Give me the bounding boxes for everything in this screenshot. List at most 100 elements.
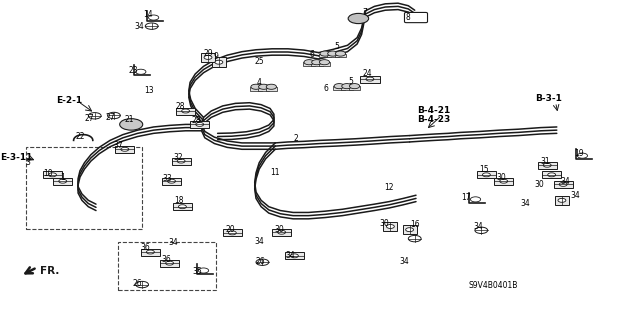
- Text: 12: 12: [384, 183, 393, 192]
- Bar: [173, 203, 192, 210]
- Text: 6: 6: [310, 50, 315, 59]
- Text: 18: 18: [174, 197, 183, 205]
- Bar: [285, 252, 304, 259]
- Text: S9V4B0401B: S9V4B0401B: [468, 281, 518, 290]
- Bar: [160, 260, 179, 267]
- Bar: [26, 147, 142, 229]
- Circle shape: [278, 230, 285, 234]
- Text: 7: 7: [362, 8, 367, 17]
- Circle shape: [291, 254, 298, 258]
- Circle shape: [166, 261, 173, 265]
- Text: 33: 33: [163, 174, 173, 183]
- Text: 9: 9: [214, 52, 219, 61]
- Circle shape: [483, 173, 490, 177]
- Text: 32: 32: [173, 153, 184, 162]
- Text: 3: 3: [26, 158, 31, 167]
- Circle shape: [136, 69, 146, 74]
- Text: 30: 30: [497, 173, 507, 182]
- Circle shape: [108, 112, 120, 119]
- Circle shape: [215, 60, 223, 64]
- Bar: [327, 54, 339, 57]
- Bar: [303, 62, 315, 66]
- Text: 37: 37: [113, 141, 124, 150]
- Text: 34: 34: [134, 22, 145, 31]
- Bar: [349, 86, 360, 90]
- Circle shape: [88, 113, 101, 119]
- Circle shape: [366, 77, 374, 81]
- Text: 5: 5: [348, 77, 353, 86]
- Circle shape: [558, 198, 566, 202]
- Circle shape: [196, 122, 204, 126]
- Text: 14: 14: [143, 10, 154, 19]
- Bar: [311, 62, 323, 66]
- Bar: [53, 178, 72, 185]
- Circle shape: [559, 182, 567, 186]
- Text: 2: 2: [293, 134, 298, 143]
- Text: 26: 26: [132, 279, 143, 288]
- Circle shape: [543, 163, 551, 167]
- Text: 11: 11: [271, 168, 280, 177]
- Text: 8: 8: [405, 13, 410, 22]
- Text: 1: 1: [60, 173, 65, 182]
- Text: 34: 34: [254, 237, 264, 246]
- Bar: [333, 86, 345, 90]
- Text: 30: 30: [274, 225, 284, 234]
- Text: 4: 4: [257, 78, 262, 87]
- Circle shape: [348, 13, 369, 24]
- Circle shape: [177, 159, 185, 163]
- Text: 5: 5: [335, 42, 340, 51]
- Text: FR.: FR.: [40, 266, 60, 276]
- Text: 34: 34: [168, 238, 178, 247]
- Text: 34: 34: [474, 222, 484, 231]
- Text: 34: 34: [560, 177, 570, 186]
- Circle shape: [312, 60, 322, 65]
- Bar: [538, 162, 557, 169]
- Text: B-4-23: B-4-23: [417, 115, 451, 124]
- Bar: [223, 229, 242, 236]
- Text: 36: 36: [161, 256, 172, 264]
- Text: 16: 16: [410, 220, 420, 229]
- Bar: [341, 86, 353, 90]
- Circle shape: [259, 84, 269, 89]
- Circle shape: [500, 179, 508, 183]
- Bar: [212, 57, 226, 67]
- Bar: [319, 62, 330, 66]
- Bar: [360, 76, 380, 83]
- Circle shape: [387, 225, 394, 228]
- Text: 24: 24: [362, 69, 372, 78]
- Text: 10: 10: [43, 169, 53, 178]
- Circle shape: [168, 179, 175, 183]
- Text: 17: 17: [461, 193, 471, 202]
- Bar: [554, 181, 573, 188]
- FancyBboxPatch shape: [404, 12, 428, 23]
- Text: 13: 13: [144, 86, 154, 95]
- Text: B-4-21: B-4-21: [417, 106, 451, 115]
- Bar: [162, 178, 181, 185]
- Bar: [141, 249, 160, 256]
- Circle shape: [120, 119, 143, 130]
- Bar: [43, 171, 62, 178]
- Circle shape: [147, 250, 154, 254]
- Text: 28: 28: [191, 116, 200, 125]
- Bar: [176, 108, 195, 115]
- Bar: [250, 87, 262, 91]
- Circle shape: [266, 84, 276, 89]
- Circle shape: [408, 235, 421, 242]
- Circle shape: [228, 231, 236, 235]
- Circle shape: [145, 23, 158, 29]
- Bar: [172, 158, 191, 165]
- Text: 27: 27: [84, 114, 95, 122]
- Bar: [383, 222, 397, 231]
- Circle shape: [334, 84, 344, 89]
- Bar: [335, 54, 346, 57]
- Text: B-3-1: B-3-1: [535, 94, 562, 103]
- Bar: [201, 53, 215, 62]
- Text: 31: 31: [540, 157, 550, 166]
- Bar: [403, 225, 417, 234]
- Text: 22: 22: [76, 132, 84, 141]
- Bar: [266, 87, 277, 91]
- Circle shape: [198, 268, 209, 273]
- Circle shape: [136, 281, 148, 288]
- Circle shape: [304, 60, 314, 65]
- Bar: [115, 146, 134, 153]
